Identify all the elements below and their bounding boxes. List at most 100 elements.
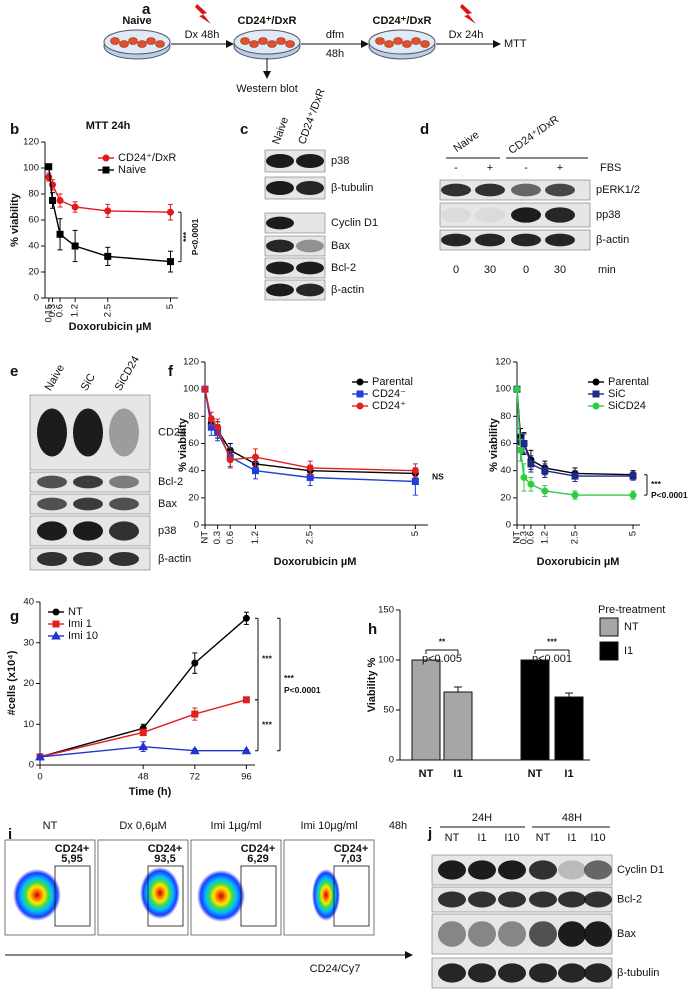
- x-tick-label: 5: [165, 304, 176, 309]
- x-tick-label: 0.15: [43, 304, 54, 323]
- blot-row-label: pp38: [596, 209, 620, 221]
- panel-label: f: [168, 363, 174, 380]
- x-axis-label: Doxorubicin µM: [274, 556, 357, 568]
- y-tick-label: 120: [23, 137, 39, 148]
- x-tick-label: 0: [37, 772, 42, 783]
- gate-label: CD24+: [55, 843, 90, 855]
- y-tick-label: 20: [500, 492, 511, 503]
- band: [296, 283, 324, 297]
- blot-row-label: Cyclin D1: [617, 864, 664, 876]
- cell: [393, 37, 403, 45]
- cell-cloud: [13, 869, 61, 921]
- band: [498, 891, 526, 908]
- point: [191, 659, 199, 667]
- gate-percentage: 7,03: [340, 853, 361, 865]
- y-tick-label: 20: [188, 492, 199, 503]
- point: [411, 478, 419, 486]
- point: [139, 728, 147, 736]
- point: [166, 208, 174, 216]
- x-tick-label: 2.5: [305, 531, 316, 544]
- x-tick-label: 2.5: [570, 531, 581, 544]
- annotation: NS: [432, 472, 444, 482]
- y-tick-label: 60: [188, 438, 199, 449]
- lane-label: I10: [504, 832, 519, 844]
- point: [306, 473, 314, 481]
- band: [511, 233, 541, 247]
- panel-label: j: [427, 825, 432, 842]
- point: [527, 480, 535, 488]
- annotation: ***: [284, 673, 295, 683]
- band: [584, 921, 612, 947]
- blot-row-label: β-tubulin: [331, 182, 373, 194]
- cell: [249, 40, 259, 48]
- annotation: p<0.005: [422, 653, 462, 665]
- time-value: 30: [484, 264, 496, 276]
- x-tick-label: 1.2: [70, 304, 81, 317]
- blot-row-label: Bax: [158, 498, 177, 510]
- y-tick-label: 0: [34, 293, 39, 304]
- band: [296, 153, 324, 169]
- y-axis-label: % viability: [9, 192, 21, 247]
- band: [511, 207, 541, 223]
- point: [571, 491, 579, 499]
- lane-label: Naive: [43, 363, 67, 393]
- band: [498, 860, 526, 880]
- band: [498, 921, 526, 947]
- gate-percentage: 6,29: [247, 853, 268, 865]
- x-tick-label: 0.3: [212, 531, 223, 544]
- condition-label: Imi 10µg/ml: [300, 820, 357, 832]
- legend-label: Parental: [372, 376, 413, 388]
- y-tick-label: 100: [495, 384, 511, 395]
- annotation: ***: [547, 636, 558, 646]
- band: [468, 963, 496, 983]
- y-tick-label: 100: [23, 163, 39, 174]
- x-tick-label: 5: [410, 531, 421, 536]
- step-label: Dx 48h: [185, 29, 220, 41]
- cell: [411, 37, 421, 45]
- x-tick-label: NT: [200, 531, 211, 544]
- point: [214, 423, 222, 431]
- y-tick-label: 100: [183, 384, 199, 395]
- x-tick-label: 96: [241, 772, 252, 783]
- point: [35, 751, 45, 761]
- blot-row-label: p38: [158, 525, 176, 537]
- band: [498, 963, 526, 983]
- lane-label: NT: [536, 832, 551, 844]
- treatment-value: +: [487, 162, 493, 174]
- point: [71, 203, 79, 211]
- band: [266, 216, 294, 230]
- time-value: 0: [453, 264, 459, 276]
- y-axis-label: #cells (x10⁴): [6, 650, 18, 715]
- x-tick-label: 1.2: [539, 531, 550, 544]
- series-line: [48, 176, 171, 213]
- x-tick-label: 0.6: [225, 531, 236, 544]
- y-tick-label: 20: [23, 678, 34, 689]
- cell: [110, 37, 120, 45]
- legend-label: Imi 10: [68, 630, 98, 642]
- legend-label: SiC: [608, 388, 626, 400]
- band: [438, 860, 466, 880]
- y-tick-label: 10: [23, 719, 34, 730]
- point: [166, 258, 174, 266]
- lightning: [460, 4, 476, 24]
- point: [629, 491, 637, 499]
- band: [438, 891, 466, 908]
- point: [516, 446, 524, 454]
- legend-label: Naive: [118, 164, 146, 176]
- point: [513, 385, 521, 393]
- band: [109, 551, 139, 567]
- series-line: [39, 745, 247, 758]
- point: [592, 402, 600, 410]
- point: [104, 252, 112, 260]
- y-axis-label: % viability: [488, 417, 500, 472]
- readout-label: MTT: [504, 38, 527, 50]
- condition-label: NT: [43, 820, 58, 832]
- point: [104, 207, 112, 215]
- y-tick-label: 40: [500, 465, 511, 476]
- band: [266, 153, 294, 169]
- y-axis-label: Viability %: [366, 657, 378, 712]
- band: [468, 921, 496, 947]
- y-tick-label: 120: [183, 357, 199, 368]
- band: [529, 963, 557, 983]
- condition-label: Dx 0,6µM: [119, 820, 166, 832]
